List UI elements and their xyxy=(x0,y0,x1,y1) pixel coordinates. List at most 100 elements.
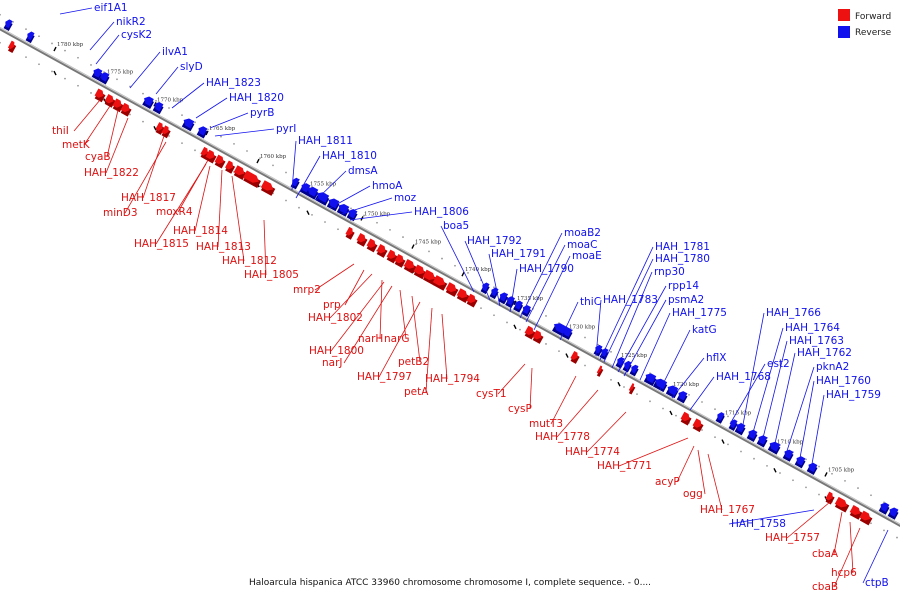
gene-label[interactable]: HAH_1794 xyxy=(425,373,480,385)
reverse-gene-arrow[interactable] xyxy=(621,360,633,373)
reverse-gene-arrow[interactable] xyxy=(195,125,208,139)
reverse-gene-arrow[interactable] xyxy=(504,295,517,309)
gene-label[interactable]: cyaB xyxy=(85,151,111,163)
gene-label[interactable]: HAH_1775 xyxy=(672,307,727,319)
forward-gene-arrow[interactable] xyxy=(7,40,18,54)
forward-gene-arrow[interactable] xyxy=(204,149,217,164)
forward-gene-arrow[interactable] xyxy=(691,418,704,433)
gene-label[interactable]: HAH_1822 xyxy=(84,167,139,179)
gene-label[interactable]: acyP xyxy=(655,476,680,488)
gene-label[interactable]: HAH_1814 xyxy=(173,225,228,237)
forward-gene-arrow[interactable] xyxy=(199,146,211,160)
gene-label[interactable]: pyrI xyxy=(276,123,296,135)
forward-gene-arrow[interactable] xyxy=(224,160,237,174)
forward-gene-arrow[interactable] xyxy=(93,88,106,103)
gene-label[interactable]: HAH_1768 xyxy=(716,371,771,383)
gene-label[interactable]: HAH_1763 xyxy=(789,335,844,347)
forward-gene-arrow[interactable] xyxy=(531,330,544,344)
gene-label[interactable]: HAH_1791 xyxy=(491,248,546,260)
forward-gene-arrow[interactable] xyxy=(628,383,637,395)
reverse-gene-arrow[interactable] xyxy=(289,177,301,190)
gene-label[interactable]: narH xyxy=(358,333,383,345)
reverse-gene-arrow[interactable] xyxy=(325,197,340,212)
gene-label[interactable]: HAH_1766 xyxy=(766,307,821,319)
gene-label[interactable]: HAH_1771 xyxy=(597,460,652,472)
gene-label[interactable]: est2 xyxy=(767,358,790,370)
forward-gene-arrow[interactable] xyxy=(569,351,581,364)
forward-gene-arrow[interactable] xyxy=(213,154,226,169)
gene-label[interactable]: HAH_1811 xyxy=(298,135,353,147)
gene-label[interactable]: HAH_1817 xyxy=(121,192,176,204)
reverse-gene-arrow[interactable] xyxy=(793,455,806,469)
reverse-gene-arrow[interactable] xyxy=(877,501,890,515)
gene-label[interactable]: pknA2 xyxy=(816,361,849,373)
forward-gene-arrow[interactable] xyxy=(824,491,836,505)
gene-label[interactable]: HAH_1778 xyxy=(535,431,590,443)
reverse-gene-arrow[interactable] xyxy=(628,364,640,377)
reverse-gene-arrow[interactable] xyxy=(141,95,155,109)
forward-gene-arrow[interactable] xyxy=(154,122,166,135)
forward-gene-arrow[interactable] xyxy=(344,226,356,240)
gene-label[interactable]: eif1A1 xyxy=(94,2,128,14)
forward-gene-arrow[interactable] xyxy=(465,293,478,308)
gene-label[interactable]: HAH_1760 xyxy=(816,375,871,387)
gene-label[interactable]: petA xyxy=(404,386,429,398)
forward-gene-arrow[interactable] xyxy=(455,288,470,304)
gene-label[interactable]: narJ xyxy=(322,357,343,369)
gene-label[interactable]: metK xyxy=(62,139,91,151)
gene-label[interactable]: HAH_1759 xyxy=(826,389,881,401)
gene-label[interactable]: HAH_1797 xyxy=(357,371,412,383)
gene-label[interactable]: HAH_1758 xyxy=(731,518,786,530)
gene-label[interactable]: HAH_1815 xyxy=(134,238,189,250)
gene-label[interactable]: HAH_1764 xyxy=(785,322,840,334)
reverse-gene-arrow[interactable] xyxy=(24,30,36,44)
gene-label[interactable]: rpp14 xyxy=(668,280,699,292)
reverse-gene-arrow[interactable] xyxy=(512,299,525,313)
gene-label[interactable]: minD3 xyxy=(103,207,138,219)
gene-label[interactable]: ctpB xyxy=(865,577,889,589)
gene-label[interactable]: HAH_1774 xyxy=(565,446,620,458)
forward-gene-arrow[interactable] xyxy=(596,365,605,377)
reverse-gene-arrow[interactable] xyxy=(675,390,688,404)
gene-label[interactable]: HAH_1781 xyxy=(655,241,710,253)
gene-label[interactable]: narG xyxy=(384,333,410,345)
gene-label[interactable]: HAH_1813 xyxy=(196,241,251,253)
gene-label[interactable]: hflX xyxy=(706,352,726,364)
forward-gene-arrow[interactable] xyxy=(393,253,406,268)
gene-label[interactable]: HAH_1792 xyxy=(467,235,522,247)
gene-label[interactable]: HAH_1800 xyxy=(309,345,364,357)
gene-label[interactable]: psmA2 xyxy=(668,294,704,306)
reverse-gene-arrow[interactable] xyxy=(560,326,573,340)
gene-label[interactable]: HAH_1806 xyxy=(414,206,469,218)
gene-label[interactable]: moxR4 xyxy=(156,206,193,218)
gene-label[interactable]: petB2 xyxy=(398,356,429,368)
reverse-gene-arrow[interactable] xyxy=(805,461,818,476)
reverse-gene-arrow[interactable] xyxy=(180,117,195,132)
forward-gene-arrow[interactable] xyxy=(444,282,459,297)
reverse-gene-arrow[interactable] xyxy=(497,291,510,305)
gene-label[interactable]: HAH_1823 xyxy=(206,77,261,89)
forward-gene-arrow[interactable] xyxy=(160,125,172,139)
gene-label[interactable]: cysP xyxy=(508,403,532,415)
forward-gene-arrow[interactable] xyxy=(834,496,851,513)
gene-label[interactable]: cbaB xyxy=(812,581,838,593)
gene-label[interactable]: thiI xyxy=(52,125,69,137)
gene-label[interactable]: katG xyxy=(692,324,717,336)
gene-label[interactable]: moaC xyxy=(567,239,597,251)
gene-label[interactable]: ilvA1 xyxy=(162,46,188,58)
reverse-gene-arrow[interactable] xyxy=(614,356,626,369)
reverse-gene-arrow[interactable] xyxy=(97,71,110,85)
gene-label[interactable]: cysT1 xyxy=(476,388,507,400)
reverse-gene-arrow[interactable] xyxy=(766,440,781,455)
gene-label[interactable]: nikR2 xyxy=(116,16,146,28)
gene-label[interactable]: HAH_1757 xyxy=(765,532,820,544)
gene-label[interactable]: cysK2 xyxy=(121,29,152,41)
gene-label[interactable]: boa5 xyxy=(443,220,469,232)
gene-label[interactable]: moaE xyxy=(572,250,602,262)
reverse-gene-arrow[interactable] xyxy=(745,428,758,442)
reverse-gene-arrow[interactable] xyxy=(151,100,164,115)
forward-gene-arrow[interactable] xyxy=(260,180,277,196)
gene-label[interactable]: cbaA xyxy=(812,548,839,560)
gene-label[interactable]: HAH_1790 xyxy=(519,263,574,275)
forward-gene-arrow[interactable] xyxy=(375,244,388,258)
